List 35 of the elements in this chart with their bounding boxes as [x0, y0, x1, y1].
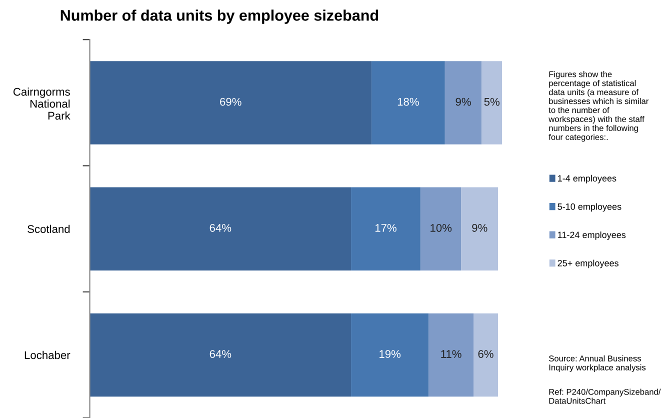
legend-label: 1-4 employees [558, 174, 616, 184]
data-label: 10% [430, 224, 452, 232]
bar [474, 313, 498, 397]
bar [351, 313, 429, 397]
text: Figures show the percentage of statistical data units (a measure of businesses which is similar to the number of workspaces) with the staff numbers in the following four categories:. [548, 71, 649, 142]
bar [444, 61, 482, 144]
data-label: 19% [380, 350, 401, 358]
bar [351, 187, 420, 270]
y-tick-label: Cairngorms National Park [13, 88, 70, 120]
data-label: 6% [478, 350, 494, 358]
bar [461, 187, 498, 270]
bar [482, 61, 502, 144]
legend-label: 5-10 employees [558, 203, 622, 212]
data-label: 64% [210, 224, 232, 232]
source-note: Source: Annual Business Inquiry workplace analysis [549, 355, 646, 372]
data-label: 17% [375, 224, 396, 232]
bar [90, 187, 352, 270]
data-label: 69% [220, 98, 242, 106]
bar [90, 313, 352, 397]
legend-label: 11-24 employees [558, 231, 626, 240]
data-label: 18% [398, 98, 419, 106]
y-tick-label: Scotland [28, 224, 70, 233]
data-label: 11% [441, 350, 462, 358]
bar [428, 313, 474, 397]
data-label: 5% [484, 98, 500, 106]
bar [420, 187, 462, 270]
data-label: 64% [210, 350, 232, 358]
text: Ref: P240/CompanySizeband/ DataUnitsChart [549, 388, 661, 404]
y-tick-label: Lochaber [24, 350, 70, 360]
bar [90, 61, 372, 144]
data-label: 9% [456, 98, 471, 106]
legend-label: 25+ employees [558, 260, 618, 268]
bar [371, 61, 445, 144]
chart-title: Number of data units by employee sizeband [60, 10, 378, 24]
data-label: 9% [472, 224, 488, 232]
